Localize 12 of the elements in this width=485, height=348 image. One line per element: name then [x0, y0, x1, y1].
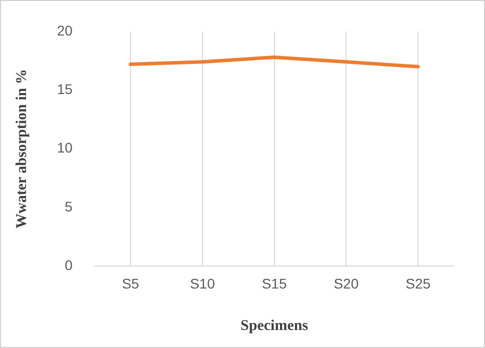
- y-tick-label: 0: [64, 257, 73, 274]
- y-tick-label: 5: [64, 198, 73, 214]
- x-axis-title: Specimens: [240, 318, 308, 334]
- y-axis-title: Wwater absorption in %: [14, 69, 30, 228]
- x-tick-label: S5: [122, 275, 140, 292]
- y-tick-label: 20: [56, 22, 73, 38]
- x-tick-label: S25: [406, 275, 431, 292]
- x-tick-label: S10: [190, 275, 216, 292]
- y-tick-label: 15: [56, 80, 73, 97]
- x-tick-label: S20: [334, 275, 359, 292]
- x-tick-label: S15: [262, 275, 287, 292]
- y-tick-label: 10: [56, 140, 73, 156]
